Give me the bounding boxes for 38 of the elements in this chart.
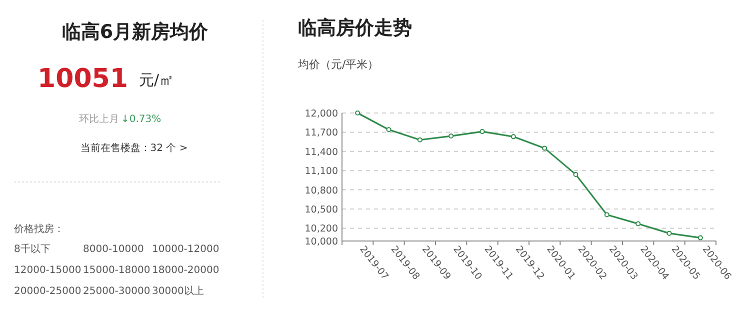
text: 12000-15000	[14, 265, 82, 276]
point	[480, 129, 485, 134]
text: 10051	[38, 64, 128, 94]
text: 10000-12000	[152, 244, 220, 255]
text: 18000-20000	[152, 265, 220, 276]
y-tick-label: 10,000	[304, 236, 338, 248]
y-tick-label: 11,700	[304, 128, 338, 139]
point	[573, 172, 578, 177]
point	[636, 221, 641, 226]
y-tick-label: 11,100	[304, 166, 338, 178]
text: 8千以下	[14, 243, 50, 255]
point	[698, 235, 703, 240]
y-tick-label: 10,800	[304, 185, 338, 196]
y-tick-label: 12,000	[304, 108, 338, 120]
text: 价格找房：	[13, 223, 64, 235]
point	[448, 134, 454, 139]
y-tick-label: 11,400	[304, 146, 338, 158]
text: 临高6月新房均价	[62, 21, 210, 43]
y-tick-label: 10,500	[304, 204, 338, 216]
chart-title: 临高房价走势	[298, 17, 412, 39]
y-tick-label: 10,200	[304, 224, 338, 235]
text: 20000-25000	[14, 286, 82, 297]
point	[510, 134, 516, 140]
text: 8000-10000	[83, 244, 144, 255]
text: 30000以上	[152, 285, 204, 297]
point	[666, 230, 672, 236]
point	[355, 110, 360, 116]
point	[417, 137, 422, 142]
text: 25000-30000	[83, 286, 150, 297]
point	[542, 146, 548, 151]
text: 15000-18000	[83, 265, 150, 276]
text: ↓0.73%	[121, 114, 162, 125]
text: 当前在售楼盘：32 个 >	[80, 142, 188, 154]
point	[386, 127, 392, 132]
y-axis-title: 均价（元/平米）	[297, 58, 379, 71]
point	[604, 212, 610, 218]
text: 元/㎡	[139, 71, 174, 89]
text: 环比上月	[79, 113, 119, 125]
